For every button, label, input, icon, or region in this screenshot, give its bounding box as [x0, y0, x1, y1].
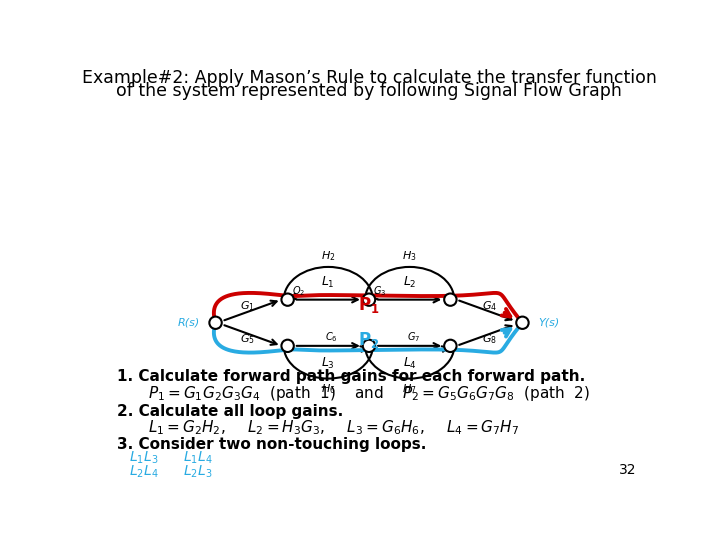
Text: $G_5$: $G_5$: [240, 332, 255, 346]
Text: $G_4$: $G_4$: [482, 300, 498, 314]
Text: $L_1L_3$: $L_1L_3$: [129, 450, 158, 466]
Text: 2. Calculate all loop gains.: 2. Calculate all loop gains.: [117, 403, 343, 418]
Text: $G_3$: $G_3$: [373, 284, 386, 298]
Text: 1. Calculate forward path gains for each forward path.: 1. Calculate forward path gains for each…: [117, 369, 585, 384]
Text: R(s): R(s): [178, 318, 200, 328]
Circle shape: [282, 293, 294, 306]
Text: $\mathbf{P_1}$: $\mathbf{P_1}$: [358, 295, 380, 315]
Text: $G_8$: $G_8$: [482, 332, 498, 346]
Text: $H_6$: $H_6$: [321, 382, 336, 396]
Circle shape: [444, 340, 456, 352]
Text: $L_1 = G_2H_2,$    $L_2 = H_3G_3,$    $L_3 = G_6H_6,$    $L_4 = G_7H_7$: $L_1 = G_2H_2,$ $L_2 = H_3G_3,$ $L_3 = G…: [148, 418, 519, 437]
Circle shape: [210, 316, 222, 329]
Circle shape: [282, 340, 294, 352]
Text: of the system represented by following Signal Flow Graph: of the system represented by following S…: [116, 82, 622, 100]
Text: $H_7$: $H_7$: [402, 382, 417, 396]
Circle shape: [444, 293, 456, 306]
Text: $L_2$: $L_2$: [403, 275, 416, 290]
Text: $G_1$: $G_1$: [240, 300, 255, 314]
Circle shape: [363, 340, 375, 352]
Text: $L_3$: $L_3$: [321, 356, 336, 371]
Text: Y(s): Y(s): [538, 318, 559, 328]
Text: $L_1$: $L_1$: [321, 275, 336, 290]
Circle shape: [363, 293, 375, 306]
Text: $L_2L_4$: $L_2L_4$: [129, 464, 158, 480]
Text: $H_3$: $H_3$: [402, 249, 417, 263]
Text: $L_1L_4$: $L_1L_4$: [183, 450, 212, 466]
Text: $\mathbf{P_2}$: $\mathbf{P_2}$: [359, 330, 379, 350]
Text: $C_6$: $C_6$: [325, 330, 338, 345]
Text: $G_7$: $G_7$: [407, 330, 420, 345]
Text: 3. Consider two non-touching loops.: 3. Consider two non-touching loops.: [117, 437, 426, 451]
Circle shape: [516, 316, 528, 329]
Text: Example#2: Apply Mason’s Rule to calculate the transfer function: Example#2: Apply Mason’s Rule to calcula…: [81, 69, 657, 86]
Text: 32: 32: [619, 463, 636, 477]
Text: $H_2$: $H_2$: [321, 249, 336, 263]
Text: $L_2L_3$: $L_2L_3$: [183, 464, 212, 480]
Text: $O_2$: $O_2$: [292, 284, 305, 298]
Text: $P_1 = G_1G_2G_3G_4$  (path  1)    and    $P_2 = G_5G_6G_7G_8$  (path  2): $P_1 = G_1G_2G_3G_4$ (path 1) and $P_2 =…: [148, 383, 590, 403]
Text: $L_4$: $L_4$: [402, 356, 417, 371]
